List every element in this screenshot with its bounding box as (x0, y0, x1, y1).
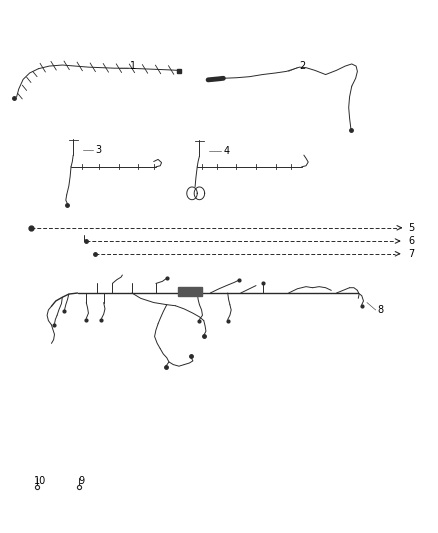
Text: 7: 7 (408, 249, 415, 259)
Text: 1: 1 (130, 61, 136, 71)
Text: 10: 10 (34, 476, 46, 486)
Text: 5: 5 (408, 223, 415, 233)
Text: 3: 3 (95, 145, 101, 155)
Text: 6: 6 (408, 236, 414, 246)
Text: 8: 8 (378, 305, 384, 315)
Text: 9: 9 (79, 476, 85, 486)
Text: 2: 2 (300, 61, 306, 71)
FancyBboxPatch shape (178, 287, 201, 296)
Text: 4: 4 (223, 146, 230, 156)
